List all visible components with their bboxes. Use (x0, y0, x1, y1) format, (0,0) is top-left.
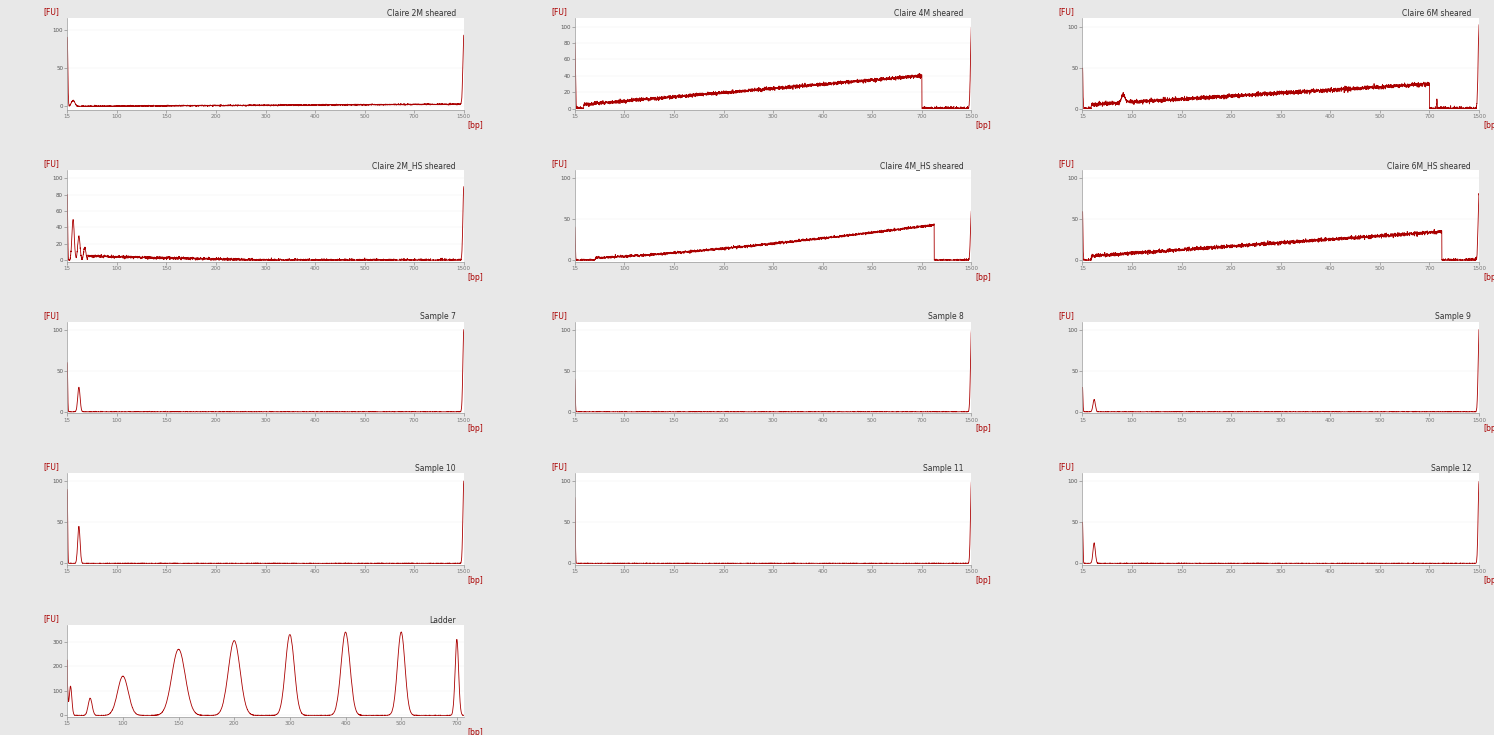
Text: [bp]: [bp] (976, 576, 991, 585)
Y-axis label: [FU]: [FU] (43, 614, 60, 623)
Text: [bp]: [bp] (1484, 121, 1494, 130)
Y-axis label: [FU]: [FU] (551, 7, 566, 17)
Text: [bp]: [bp] (468, 425, 484, 434)
Text: Claire 4M_HS sheared: Claire 4M_HS sheared (880, 161, 964, 170)
Y-axis label: [FU]: [FU] (43, 311, 60, 320)
Y-axis label: [FU]: [FU] (1059, 7, 1074, 17)
Y-axis label: [FU]: [FU] (551, 462, 566, 471)
Y-axis label: [FU]: [FU] (1059, 311, 1074, 320)
Y-axis label: [FU]: [FU] (1059, 159, 1074, 168)
Text: Claire 6M sheared: Claire 6M sheared (1401, 10, 1472, 18)
Y-axis label: [FU]: [FU] (43, 7, 60, 17)
Text: Claire 4M sheared: Claire 4M sheared (893, 10, 964, 18)
Text: Claire 2M sheared: Claire 2M sheared (387, 10, 456, 18)
Y-axis label: [FU]: [FU] (43, 462, 60, 471)
Text: Sample 10: Sample 10 (415, 464, 456, 473)
Text: [bp]: [bp] (468, 273, 484, 282)
Text: [bp]: [bp] (1484, 425, 1494, 434)
Y-axis label: [FU]: [FU] (551, 159, 566, 168)
Text: [bp]: [bp] (468, 728, 484, 735)
Text: Sample 8: Sample 8 (928, 312, 964, 321)
Y-axis label: [FU]: [FU] (1059, 462, 1074, 471)
Text: Ladder: Ladder (429, 616, 456, 625)
Text: [bp]: [bp] (1484, 576, 1494, 585)
Text: [bp]: [bp] (976, 425, 991, 434)
Text: [bp]: [bp] (976, 121, 991, 130)
Text: Sample 12: Sample 12 (1431, 464, 1472, 473)
Text: Sample 7: Sample 7 (420, 312, 456, 321)
Y-axis label: [FU]: [FU] (43, 159, 60, 168)
Text: [bp]: [bp] (468, 576, 484, 585)
Text: Sample 9: Sample 9 (1436, 312, 1472, 321)
Text: Sample 11: Sample 11 (923, 464, 964, 473)
Text: Claire 6M_HS sheared: Claire 6M_HS sheared (1388, 161, 1472, 170)
Y-axis label: [FU]: [FU] (551, 311, 566, 320)
Text: [bp]: [bp] (1484, 273, 1494, 282)
Text: [bp]: [bp] (468, 121, 484, 130)
Text: Claire 2M_HS sheared: Claire 2M_HS sheared (372, 161, 456, 170)
Text: [bp]: [bp] (976, 273, 991, 282)
